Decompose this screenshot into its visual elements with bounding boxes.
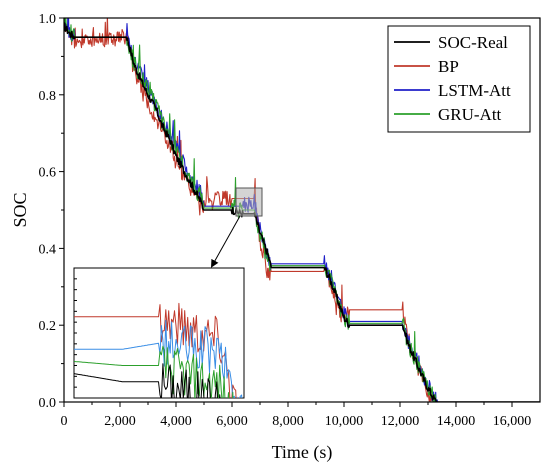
y-tick-label: 0.6 bbox=[39, 166, 57, 181]
inset-line-bp bbox=[74, 302, 240, 398]
y-tick-label: 0.0 bbox=[39, 396, 57, 411]
legend-label: BP bbox=[438, 57, 459, 76]
x-tick-label: 2,000 bbox=[104, 414, 136, 429]
x-tick-label: 6,000 bbox=[216, 414, 248, 429]
y-tick-label: 0.8 bbox=[39, 89, 57, 104]
inset-series-layer bbox=[74, 268, 243, 398]
x-tick-label: 4,000 bbox=[160, 414, 192, 429]
series-line-soc-real bbox=[64, 21, 540, 402]
x-tick-label: 8,000 bbox=[272, 414, 304, 429]
zoom-inset bbox=[73, 267, 245, 399]
x-axis-title: Time (s) bbox=[272, 442, 333, 463]
y-axis-ticks: 0.0 0.2 0.4 0.6 0.8 1.0 bbox=[39, 12, 64, 411]
series-layer bbox=[64, 18, 540, 402]
zoom-region-marker bbox=[235, 187, 263, 217]
inset-line-gru-att bbox=[74, 345, 234, 398]
x-tick-label: 16,000 bbox=[493, 414, 532, 429]
legend-label: SOC-Real bbox=[438, 33, 508, 52]
series-line-bp bbox=[64, 18, 540, 402]
series-line-gru-att bbox=[64, 18, 540, 402]
y-axis-title: SOC bbox=[10, 192, 30, 227]
legend: SOC-Real BP LSTM-Att GRU-Att bbox=[387, 25, 531, 133]
inset-line-lstm-att bbox=[74, 319, 243, 398]
x-tick-label: 10,000 bbox=[325, 414, 364, 429]
zoom-arrow bbox=[211, 215, 241, 268]
x-axis-ticks: 0 2,000 4,000 6,000 8,000 10,000 12,000 14,000 1… bbox=[61, 402, 532, 429]
y-tick-label: 0.4 bbox=[39, 242, 57, 257]
x-tick-label: 0 bbox=[61, 414, 68, 429]
y-tick-label: 1.0 bbox=[39, 12, 57, 27]
legend-label: LSTM-Att bbox=[438, 81, 511, 100]
legend-label: GRU-Att bbox=[438, 105, 502, 124]
x-tick-label: 12,000 bbox=[381, 414, 420, 429]
inset-line-soc-real bbox=[74, 363, 225, 398]
inset-frame bbox=[73, 267, 245, 399]
x-tick-label: 14,000 bbox=[437, 414, 476, 429]
y-tick-label: 0.2 bbox=[39, 319, 57, 334]
